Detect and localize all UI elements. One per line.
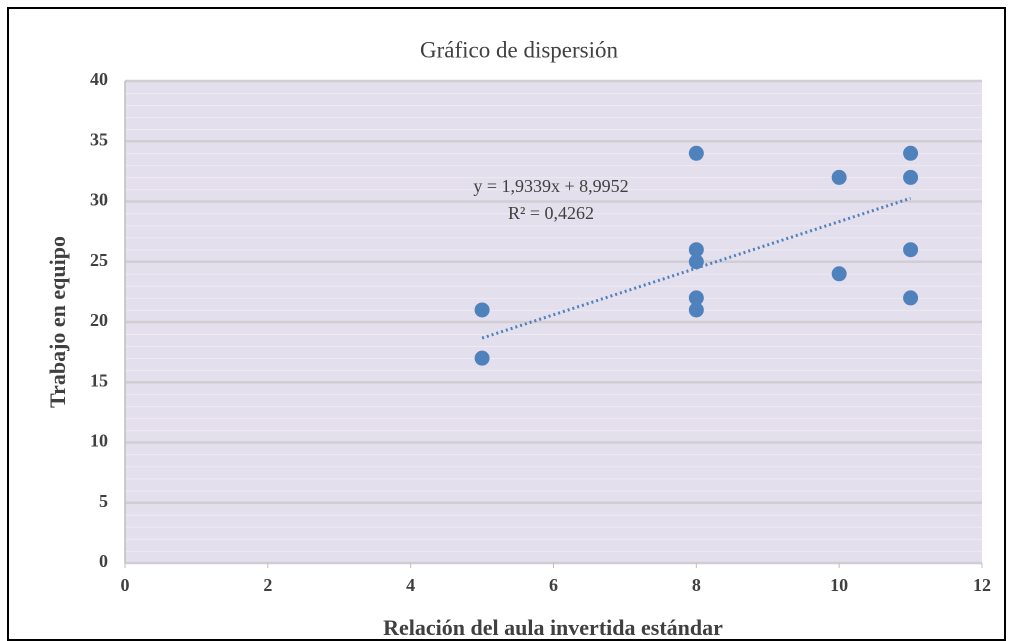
- y-tick-label: 30: [90, 190, 108, 210]
- point: [688, 254, 704, 270]
- point: [831, 266, 847, 282]
- y-axis-title: Trabajo en equipo: [45, 236, 70, 408]
- point: [903, 242, 919, 258]
- y-tick-label: 35: [90, 129, 108, 149]
- point: [903, 169, 919, 185]
- point: [688, 242, 704, 258]
- x-tick-label: 2: [263, 575, 272, 595]
- x-tick-label: 4: [406, 575, 415, 595]
- point: [903, 290, 919, 306]
- x-tick-label: 8: [692, 575, 701, 595]
- point: [688, 302, 704, 318]
- x-tick-label: 10: [830, 575, 848, 595]
- point: [903, 145, 919, 161]
- point: [688, 290, 704, 306]
- point: [688, 145, 704, 161]
- y-tick-label: 20: [90, 310, 108, 330]
- y-tick-label: 5: [99, 491, 108, 511]
- y-tick-label: 25: [90, 250, 108, 270]
- x-axis-title: Relación del aula invertida estándar: [383, 615, 723, 640]
- x-tick-label: 6: [549, 575, 558, 595]
- y-tick-label: 10: [90, 431, 108, 451]
- trend-r-squared: R² = 0,4262: [508, 203, 594, 223]
- x-tick-label: 0: [121, 575, 130, 595]
- point: [474, 302, 490, 318]
- y-tick-label: 0: [99, 551, 108, 571]
- x-tick-label: 12: [973, 575, 991, 595]
- chart-title: Gráfico de dispersión: [420, 37, 618, 62]
- point: [831, 169, 847, 185]
- point: [474, 350, 490, 366]
- y-tick-label: 15: [90, 370, 108, 390]
- trend-equation: y = 1,9339x + 8,9952: [473, 176, 628, 196]
- y-tick-label: 40: [90, 69, 108, 89]
